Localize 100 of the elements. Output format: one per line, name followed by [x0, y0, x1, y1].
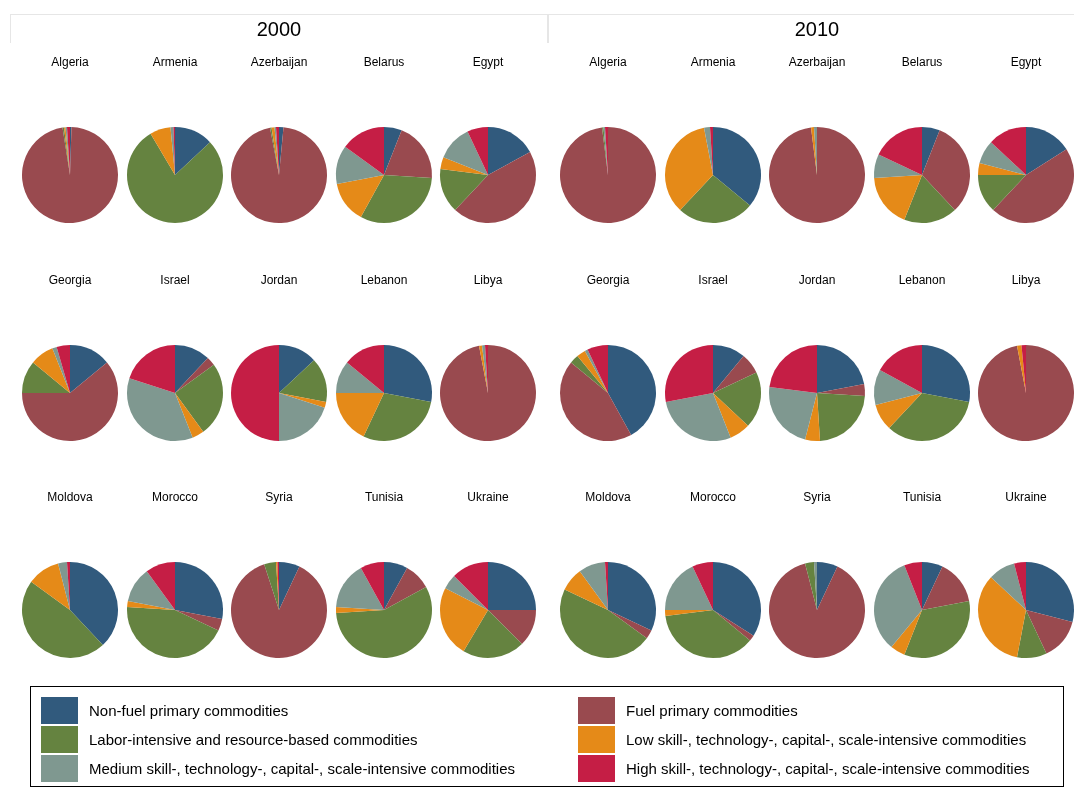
- chart-title: Syria: [803, 490, 831, 505]
- pie-slice: [904, 601, 970, 658]
- pie-slice: [704, 127, 713, 175]
- pie-slice: [31, 563, 70, 610]
- pie-slice: [264, 562, 279, 610]
- chart-title: Algeria: [589, 55, 627, 70]
- pie-slice: [384, 567, 427, 610]
- pie-slice: [891, 610, 922, 655]
- chart-title: Egypt: [472, 55, 505, 70]
- chart-title: Ukraine: [467, 490, 509, 505]
- pie-slice: [991, 127, 1026, 175]
- pie-slice: [608, 610, 652, 639]
- pie-slice: [680, 175, 750, 223]
- pie-slice: [875, 393, 922, 428]
- pie-slice: [231, 564, 327, 658]
- pie-slice: [345, 127, 384, 175]
- chart-title: Morocco: [151, 490, 199, 505]
- pie-slice: [978, 577, 1026, 658]
- pie-slice: [665, 127, 713, 210]
- pie-slice: [175, 393, 204, 438]
- chart-title: Azerbaijan: [250, 55, 308, 70]
- pie-slice: [33, 348, 70, 393]
- pie-slice: [440, 157, 488, 175]
- pie-slice: [58, 562, 70, 610]
- pie-slice: [175, 127, 210, 175]
- pie-slice: [713, 372, 761, 426]
- pie-slice: [1026, 562, 1074, 622]
- pie-slice: [231, 345, 279, 441]
- pie-slice: [608, 345, 656, 436]
- pie-slice: [874, 565, 922, 647]
- pie-slice: [129, 345, 175, 393]
- chart-title: Lebanon: [360, 273, 408, 288]
- pie-slice: [347, 345, 384, 393]
- pie-slice: [384, 127, 402, 175]
- legend-label: High skill-, technology-, capital-, scale-intensive commodities: [626, 760, 1030, 777]
- pie-slice: [454, 562, 488, 610]
- pie-slice: [922, 566, 970, 610]
- pie-slice: [713, 345, 744, 393]
- chart-title: Israel: [160, 273, 190, 288]
- pie-slice: [665, 566, 713, 610]
- pie-slice: [488, 610, 536, 644]
- pie-slice: [577, 350, 608, 393]
- pie-slice: [384, 130, 432, 179]
- pie-slice: [336, 362, 384, 393]
- pie-slice: [150, 127, 175, 175]
- pie-slice: [127, 606, 219, 658]
- pie-slice: [22, 362, 118, 441]
- pie-slice: [146, 562, 175, 610]
- pie-slice: [713, 127, 761, 206]
- pie-slice: [878, 127, 922, 175]
- pie-slice: [665, 393, 731, 441]
- chart-title: Israel: [698, 273, 728, 288]
- pie-slice: [817, 393, 865, 441]
- pie-slice: [889, 393, 970, 441]
- pie-slice: [922, 345, 970, 402]
- pie-slice: [922, 562, 943, 610]
- pie-slice: [488, 127, 531, 175]
- pie-slice: [70, 345, 107, 393]
- legend-label: Fuel primary commodities: [626, 702, 798, 719]
- pie-slice: [440, 168, 488, 210]
- chart-title: Moldova: [585, 490, 631, 505]
- pie-slice: [579, 562, 608, 610]
- pie-slice: [978, 163, 1026, 175]
- pie-slice: [279, 360, 327, 402]
- pie-slice: [443, 131, 488, 175]
- chart-title: Algeria: [51, 55, 89, 70]
- text: 2000: [10, 14, 548, 43]
- pie-slice: [922, 130, 970, 210]
- pie-slice: [279, 393, 325, 441]
- chart-title: Morocco: [689, 490, 737, 505]
- pie-slice: [769, 563, 865, 658]
- pie-slice: [874, 369, 922, 405]
- pie-slice: [560, 589, 647, 658]
- pie-slice: [22, 362, 70, 393]
- pie-slice: [769, 345, 817, 393]
- pie-slice: [336, 393, 384, 437]
- pie-slice: [279, 345, 314, 393]
- pie-slice: [874, 175, 922, 220]
- pie-slice: [127, 133, 223, 223]
- chart-title: Jordan: [798, 273, 836, 288]
- pie-slice: [488, 562, 536, 610]
- pie-slice: [445, 576, 488, 610]
- legend-label: Labor-intensive and resource-based commodities: [89, 731, 418, 748]
- pie-slice: [336, 175, 384, 218]
- pie-slice: [336, 586, 432, 658]
- chart-title: Azerbaijan: [788, 55, 846, 70]
- pie-slice: [978, 345, 1074, 441]
- pie-slice: [665, 610, 750, 658]
- pie-slice: [713, 610, 754, 641]
- pie-slice: [817, 345, 865, 393]
- pie-slice: [279, 562, 300, 610]
- pie-slice: [769, 127, 865, 223]
- pie-slice: [874, 154, 922, 179]
- pie-slice: [1026, 610, 1073, 654]
- chart-title: Libya: [1011, 273, 1041, 288]
- pie-slice: [384, 562, 408, 610]
- pie-slice: [993, 149, 1074, 223]
- pie-slice: [805, 562, 817, 610]
- pie-slice: [904, 562, 922, 610]
- pie-slice: [127, 378, 193, 441]
